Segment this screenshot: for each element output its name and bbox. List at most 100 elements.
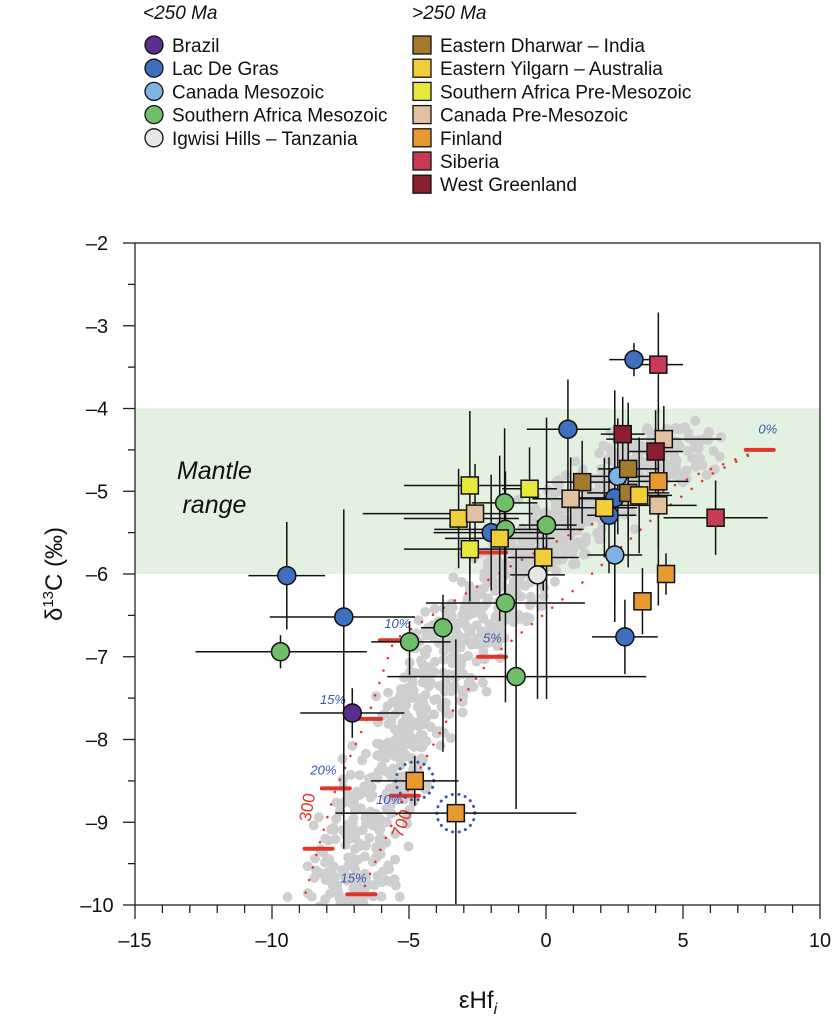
point-finland [405, 771, 425, 791]
point-southern-africa-pre-mesozoic [460, 539, 480, 559]
legend-label: Eastern Dharwar – India [440, 36, 645, 57]
legend-circle-marker [144, 128, 164, 148]
model-cloud-dot [421, 630, 432, 641]
model-cloud-dot [520, 580, 531, 591]
model-percent-label: 0% [758, 421, 777, 436]
model-cloud-dot [629, 524, 640, 535]
point-west-greenland [613, 424, 632, 444]
model-cloud-dot [425, 721, 436, 732]
model-cloud-dot [337, 916, 347, 926]
point-canada-pre-mesozoic [465, 504, 485, 523]
model-cloud-dot [449, 655, 460, 666]
model-cloud-dot [389, 709, 400, 720]
legend-label: Canada Mesozoic [172, 82, 324, 103]
model-cloud-dot [420, 690, 431, 701]
model-cloud-dot [530, 503, 541, 514]
model-cloud-dot [666, 467, 677, 478]
point-southern-africa-mesozoic [495, 593, 516, 613]
model-cloud-dot [567, 559, 578, 570]
model-cloud-dot [382, 739, 393, 750]
model-cloud-dot [457, 707, 468, 718]
model-cloud-dot [433, 637, 444, 648]
model-cloud-dot [348, 906, 358, 916]
model-cloud-dot [372, 738, 383, 749]
point-finland [446, 803, 466, 823]
x-tick-label: –10 [255, 930, 288, 952]
model-cloud-dot [309, 872, 320, 883]
model-cloud-dot [399, 672, 410, 683]
model-cloud-dot [401, 811, 412, 822]
point-lac-de-gras [334, 607, 354, 627]
model-cloud-dot [485, 627, 496, 638]
model-cloud-dot [323, 866, 334, 877]
model-cloud-dot [331, 813, 342, 824]
model-cloud-dot [479, 583, 490, 594]
model-cloud-dot [305, 916, 315, 926]
point-eastern-yilgarn-australia [595, 498, 614, 518]
model-cloud-dot [444, 669, 455, 680]
model-cloud-dot [383, 719, 394, 730]
model-cloud-dot [320, 833, 331, 844]
model-cloud-dot [570, 456, 581, 467]
x-tick-label: 10 [809, 930, 831, 952]
point-southern-africa-mesozoic [506, 666, 526, 687]
model-cloud-dot [559, 535, 570, 546]
model-cloud-dot [331, 797, 342, 808]
model-cloud-dot [463, 650, 474, 661]
legend-label: Igwisi Hills – Tanzania [172, 129, 358, 150]
point-eastern-yilgarn-australia [629, 486, 649, 505]
model-cloud-dot [526, 597, 537, 608]
point-eastern-dharwar-india [618, 459, 638, 479]
model-cloud-dot [456, 576, 467, 587]
point-lac-de-gras [615, 627, 635, 647]
model-cloud-dot [690, 415, 701, 426]
model-cloud-dot [616, 441, 627, 452]
model-cloud-dot [547, 492, 558, 503]
model-cloud-dot [362, 787, 373, 798]
model-cloud-dot [396, 743, 407, 754]
model-cloud-dot [350, 912, 360, 922]
model-cloud-dot [494, 634, 505, 645]
model-cloud-dot [310, 904, 316, 905]
model-cloud-dot [399, 732, 410, 743]
model-cloud-dot [329, 905, 339, 915]
model-cloud-dot [467, 681, 478, 692]
model-cloud-dot [335, 806, 346, 817]
model-cloud-dot [371, 843, 382, 854]
point-lac-de-gras [277, 565, 297, 586]
model-cloud-dot [383, 687, 394, 698]
model-cloud-dot [675, 474, 686, 485]
model-cloud-dot [594, 448, 605, 459]
model-cloud-dot [477, 641, 488, 652]
model-cloud-dot [703, 434, 714, 445]
model-cloud-dot [300, 910, 310, 920]
model-cloud-dot [551, 565, 562, 576]
model-cloud-dot [435, 740, 446, 751]
model-cloud-dot [282, 892, 293, 903]
model-cloud-dot [679, 422, 690, 433]
model-cloud-dot [668, 459, 679, 470]
model-cloud-dot [708, 446, 719, 457]
model-cloud-dot [302, 861, 313, 872]
y-axis-title: δ13C (‰) [40, 527, 68, 621]
y-tick-label: –6 [86, 564, 108, 586]
point-southern-africa-mesozoic [399, 632, 420, 652]
model-cloud-dot [554, 479, 565, 490]
model-cloud-dot [345, 928, 355, 938]
model-cloud-dot [396, 722, 407, 733]
model-cloud-dot [394, 891, 405, 902]
legend-circle-marker [144, 81, 164, 102]
model-cloud-dot [390, 880, 401, 891]
model-cloud-dot [375, 823, 386, 834]
legend-label: Lac De Gras [172, 59, 279, 80]
model-cloud-dot [388, 763, 399, 774]
point-canada-pre-mesozoic [649, 496, 668, 515]
model-cloud-dot [342, 904, 348, 905]
model-cloud-dot [338, 919, 348, 929]
legend-label: Southern Africa Mesozoic [172, 106, 387, 127]
model-cloud-dot [422, 780, 433, 791]
legend-square-marker [412, 81, 432, 102]
model-cloud-dot [360, 915, 370, 925]
model-cloud-dot [445, 733, 456, 744]
